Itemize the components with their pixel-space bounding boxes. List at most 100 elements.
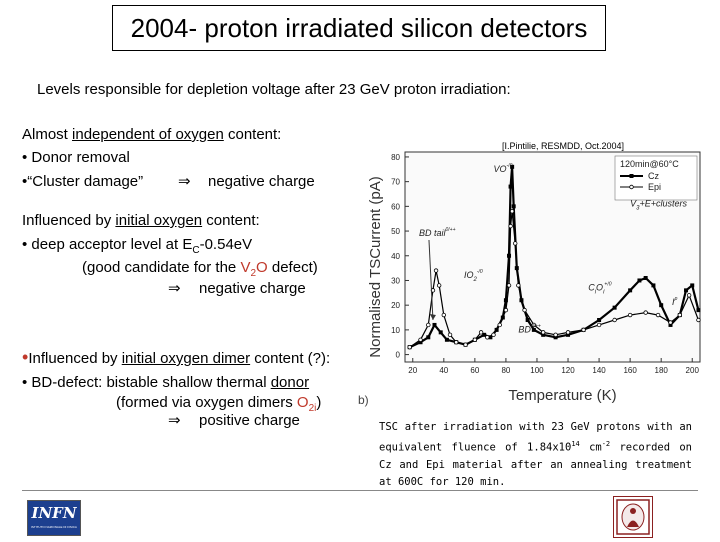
- block3-item-bd-defect: • BD-defect: bistable shallow thermal do…: [22, 374, 309, 392]
- x-tick-label: 180: [655, 366, 669, 375]
- footer-divider: [22, 490, 698, 491]
- x-tick-label: 60: [470, 366, 479, 375]
- data-point-epi: [441, 312, 447, 318]
- block2-heading-text: Influenced by: [22, 212, 116, 229]
- data-point-cz: [597, 318, 602, 322]
- data-point-cz: [510, 164, 515, 169]
- data-point-epi: [407, 344, 412, 350]
- data-point-cz: [507, 253, 512, 258]
- data-point-epi: [463, 342, 468, 347]
- data-point-epi: [433, 268, 439, 273]
- block2-defect-v: V: [240, 259, 251, 276]
- block3-dimer-o: O: [296, 394, 309, 411]
- annotation-label-part: BD tail: [419, 228, 447, 238]
- y-tick-label: 0: [396, 351, 401, 360]
- legend-label-epi: Epi: [648, 182, 661, 192]
- block2-acceptor-sub: C: [192, 245, 200, 256]
- infn-logo-subtext: ISTITUTO NAZIONALE DI FISICA NUCLEARE: [31, 525, 77, 530]
- data-point-epi: [655, 312, 661, 318]
- block2-candidate-tail: defect): [267, 259, 318, 276]
- data-point-epi: [503, 307, 509, 313]
- data-point-epi: [497, 322, 502, 328]
- panel-letter: b): [358, 393, 369, 407]
- block3-item-dimers: (formed via oxygen dimers O2i): [116, 394, 321, 418]
- x-tick-label: 40: [439, 366, 448, 375]
- x-tick-label: 140: [592, 366, 606, 375]
- data-point-epi: [668, 320, 673, 325]
- legend-label-cz: Cz: [648, 171, 659, 181]
- data-point-epi: [478, 330, 484, 335]
- data-point-epi: [565, 330, 571, 335]
- data-point-cz: [438, 330, 443, 335]
- block3-dimer-sub: 2i: [308, 403, 317, 414]
- university-seal-logo: [613, 496, 653, 538]
- data-point-cz: [553, 335, 558, 340]
- legend-title: 120min@60°C: [620, 159, 679, 169]
- block1-heading-tail: content:: [223, 126, 282, 143]
- data-point-cz: [519, 298, 524, 303]
- annotation-arrow: [428, 239, 434, 321]
- data-point-epi: [516, 283, 521, 288]
- legend-marker-epi: [629, 184, 634, 190]
- block2-acceptor-energy: -0.54eV: [199, 236, 253, 253]
- data-point-epi: [596, 322, 602, 328]
- data-point-epi: [540, 330, 546, 335]
- block3-heading-underlined: initial oxygen dimer: [121, 350, 251, 367]
- data-point-epi: [472, 337, 478, 342]
- block2-defect-sub: 2: [250, 268, 257, 279]
- block2-heading: Influenced by initial oxygen content:: [22, 212, 260, 230]
- block2-heading-underlined: initial oxygen: [115, 212, 203, 229]
- data-point-cz: [511, 204, 516, 209]
- data-point-cz: [643, 276, 648, 280]
- data-point-cz: [488, 335, 493, 340]
- x-tick-label: 160: [623, 366, 637, 375]
- infn-logo-text: INFN: [31, 504, 77, 522]
- annotation-label: V3+E+clusters: [630, 198, 687, 211]
- annotation-label: BD0/++: [518, 323, 541, 334]
- x-tick-label: 80: [501, 366, 510, 375]
- legend-marker-cz: [629, 174, 634, 178]
- block1-heading-underlined: independent of oxygen: [72, 126, 224, 143]
- infn-logo: INFN ISTITUTO NAZIONALE DI FISICA NUCLEA…: [27, 500, 81, 536]
- data-point-cz: [696, 308, 701, 313]
- annotation-label: VO-/0: [494, 163, 513, 174]
- caption-text-end: recorded on Cz and Epi material after an…: [379, 441, 693, 488]
- block3-dimers-tail: ): [316, 394, 322, 411]
- block2-candidate-text: (good candidate for the: [82, 259, 241, 276]
- x-tick-label: 120: [561, 366, 575, 375]
- block3-heading-tail: content (?):: [250, 350, 331, 367]
- annotation-label-part: i: [603, 289, 605, 295]
- y-tick-label: 80: [391, 153, 400, 162]
- y-tick-label: 50: [391, 227, 400, 236]
- data-point-epi: [696, 317, 701, 323]
- annotation-label-part: BD: [518, 324, 531, 334]
- block3-bullet: •: [22, 347, 29, 367]
- data-point-cz: [628, 288, 633, 293]
- y-tick-label: 60: [391, 202, 400, 211]
- data-point-cz: [503, 298, 508, 303]
- data-point-cz: [525, 318, 530, 322]
- data-point-epi: [418, 337, 423, 342]
- data-point-epi: [426, 322, 431, 328]
- y-axis-label: Normalised TSCurrent (pA): [367, 176, 384, 357]
- annotation-label-part: p: [674, 296, 678, 302]
- annotation-label-part: 0/++: [531, 323, 541, 329]
- data-point-cz: [444, 337, 449, 342]
- data-point-epi: [581, 327, 586, 333]
- figure-caption: TSC after irradiation with 23 GeV proton…: [379, 419, 692, 491]
- data-point-epi: [485, 335, 490, 340]
- data-point-cz: [690, 283, 695, 288]
- citation: [I.Pintilie, RESMDD, Oct.2004]: [502, 141, 625, 151]
- annotation-label-part: I: [672, 297, 675, 307]
- block1-item-donor-removal: • Donor removal: [22, 149, 130, 166]
- annotation-label-part: IO: [464, 270, 474, 280]
- data-point-epi: [509, 209, 515, 214]
- data-point-cz: [651, 283, 656, 288]
- annotation-label-part: O: [596, 282, 603, 292]
- data-point-cz: [637, 278, 642, 283]
- block1-negative-charge: negative charge: [208, 173, 315, 190]
- y-tick-label: 30: [391, 276, 400, 285]
- annotation-label-part: i: [595, 289, 597, 295]
- series-line-epi: [409, 211, 699, 348]
- slide-title-box: 2004- proton irradiated silicon detector…: [112, 5, 606, 51]
